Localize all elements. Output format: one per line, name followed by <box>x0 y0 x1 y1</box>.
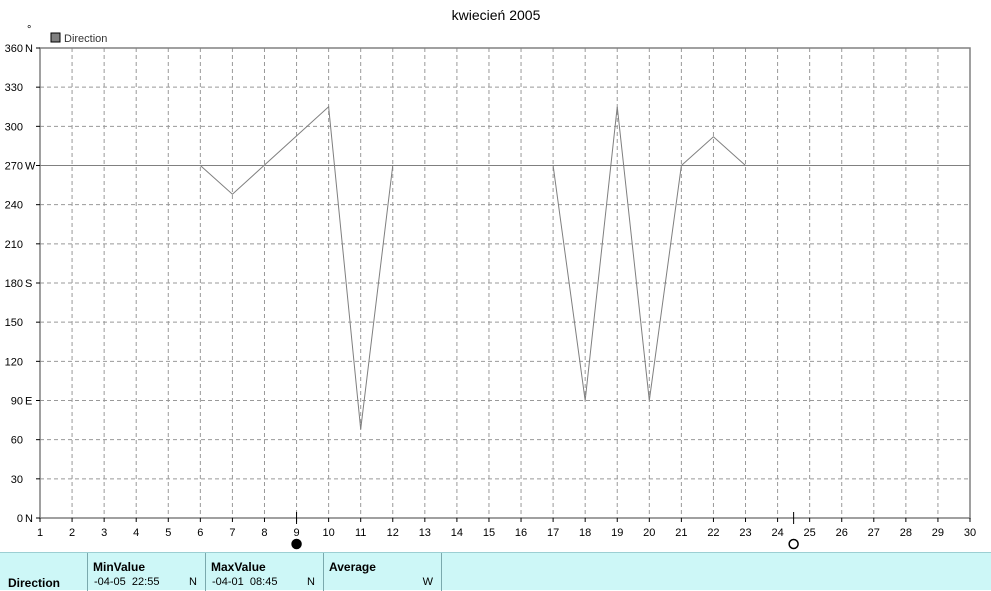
x-tick-label: 8 <box>261 527 267 539</box>
x-tick-label: 30 <box>964 527 976 539</box>
x-tick-label: 18 <box>579 527 591 539</box>
x-tick-label: 28 <box>900 527 912 539</box>
stats-max-cell: MaxValue -04-01 08:45 N <box>206 553 324 591</box>
x-tick-label: 21 <box>675 527 687 539</box>
x-tick-label: 16 <box>515 527 527 539</box>
y-tick-direction: W <box>25 161 36 173</box>
x-tick-label: 23 <box>739 527 751 539</box>
max-header: MaxValue <box>211 560 266 574</box>
x-tick-label: 15 <box>483 527 495 539</box>
y-tick-label: 150 <box>5 317 23 329</box>
legend-swatch <box>50 32 61 43</box>
filled-circle-marker <box>291 538 302 550</box>
max-direction: N <box>307 576 315 588</box>
stats-average-cell: Average W <box>324 553 442 591</box>
y-axis-unit: ° <box>27 24 31 36</box>
x-tick-label: 24 <box>771 527 783 539</box>
x-tick-label: 14 <box>451 527 463 539</box>
y-tick-label: 270 <box>5 161 23 173</box>
y-tick-label: 360 <box>5 43 23 55</box>
y-tick-label: 90 <box>11 396 23 408</box>
x-tick-label: 4 <box>133 527 139 539</box>
x-tick-label: 5 <box>165 527 171 539</box>
x-tick-label: 25 <box>804 527 816 539</box>
legend-label: Direction <box>64 33 107 45</box>
x-tick-label: 6 <box>197 527 203 539</box>
x-tick-label: 17 <box>547 527 559 539</box>
x-tick-label: 20 <box>643 527 655 539</box>
x-axis: 1 2 3 4 5 6 7 8 9 10 11 12 13 14 15 16 17 18 19 20 21 22 23 24 2… <box>37 518 976 539</box>
x-tick-label: 29 <box>932 527 944 539</box>
average-header: Average <box>329 560 376 574</box>
y-tick-label: 240 <box>5 200 23 212</box>
x-tick-label: 12 <box>387 527 399 539</box>
x-tick-label: 3 <box>101 527 107 539</box>
min-value: -04-05 22:55 <box>94 576 160 588</box>
y-tick-label: 180 <box>5 278 23 290</box>
x-tick-label: 11 <box>355 527 366 539</box>
y-tick-label: 330 <box>5 82 23 94</box>
stats-row-header: Direction <box>0 553 88 591</box>
x-tick-label: 22 <box>707 527 719 539</box>
y-tick-direction: S <box>25 278 32 290</box>
y-tick-label: 60 <box>11 435 23 447</box>
day-markers <box>291 512 799 550</box>
x-tick-label: 13 <box>419 527 431 539</box>
x-tick-label: 7 <box>229 527 235 539</box>
average-direction: W <box>422 576 433 588</box>
series-line <box>200 105 746 430</box>
chart-title: kwiecień 2005 <box>452 7 541 23</box>
stats-panel: Direction MinValue -04-05 22:55 N MaxVal… <box>0 552 991 591</box>
grid <box>40 48 970 518</box>
y-tick-direction: E <box>25 396 32 408</box>
y-tick-label: 30 <box>11 474 23 486</box>
x-tick-label: 10 <box>322 527 334 539</box>
stats-row-label: Direction <box>8 576 61 590</box>
x-tick-label: 2 <box>69 527 75 539</box>
y-tick-direction: N <box>25 513 33 525</box>
min-header: MinValue <box>93 560 146 574</box>
y-tick-label: 0 <box>17 513 23 525</box>
max-value: -04-01 08:45 <box>212 576 278 588</box>
y-tick-label: 120 <box>5 356 23 368</box>
series-direction <box>200 105 746 430</box>
y-tick-label: 300 <box>5 121 23 133</box>
y-tick-label: 210 <box>5 239 23 251</box>
min-direction: N <box>189 576 197 588</box>
hollow-circle-marker <box>788 538 799 550</box>
x-tick-label: 1 <box>37 527 43 539</box>
stats-min-cell: MinValue -04-05 22:55 N <box>88 553 206 591</box>
x-tick-label: 27 <box>868 527 880 539</box>
x-tick-label: 9 <box>293 527 299 539</box>
x-tick-label: 19 <box>611 527 623 539</box>
x-tick-label: 26 <box>836 527 848 539</box>
y-tick-direction: N <box>25 43 33 55</box>
